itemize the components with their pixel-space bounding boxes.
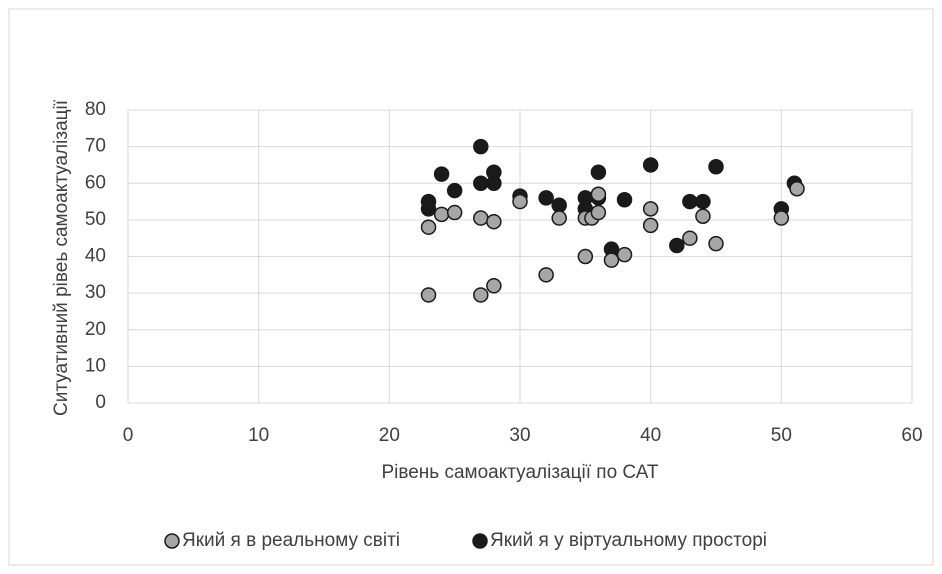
scatter-point bbox=[695, 193, 711, 210]
legend-label: Який я у віртуальному просторі bbox=[490, 530, 767, 551]
scatter-point bbox=[682, 193, 698, 210]
x-tick-label: 40 bbox=[640, 425, 661, 446]
scatter-point bbox=[590, 204, 607, 221]
scatter-point bbox=[420, 201, 437, 217]
scatter-point bbox=[420, 219, 437, 235]
y-tick-label: 20 bbox=[85, 319, 106, 340]
y-tick-label: 50 bbox=[85, 209, 106, 230]
scatter-point bbox=[433, 166, 450, 182]
x-tick-label: 60 bbox=[901, 425, 922, 446]
y-tick-label: 40 bbox=[85, 246, 106, 267]
x-tick-label: 20 bbox=[379, 425, 400, 446]
scatter-point bbox=[642, 201, 659, 217]
scatter-point bbox=[486, 175, 502, 191]
scatter-point bbox=[773, 210, 790, 226]
scatter-point bbox=[486, 278, 502, 294]
scatter-point bbox=[473, 287, 489, 303]
x-tick-label: 10 bbox=[248, 425, 269, 446]
y-tick-label: 30 bbox=[85, 282, 106, 303]
y-tick-label: 70 bbox=[85, 136, 106, 157]
scatter-point bbox=[590, 164, 607, 181]
legend-marker bbox=[472, 533, 488, 549]
scatter-point bbox=[695, 208, 711, 224]
legend-label: Який я в реальному світі bbox=[182, 530, 400, 551]
scatter-point bbox=[538, 267, 554, 283]
y-tick-label: 60 bbox=[85, 172, 106, 193]
scatter-point bbox=[642, 217, 659, 234]
scatter-point bbox=[551, 210, 567, 226]
legend-marker bbox=[164, 533, 180, 549]
scatter-point bbox=[669, 237, 685, 254]
chart-frame bbox=[8, 8, 934, 566]
scatter-point bbox=[433, 206, 450, 223]
y-tick-label: 10 bbox=[85, 355, 106, 376]
y-axis-label: Ситуативний рівеь самоактуалізації bbox=[51, 99, 72, 416]
scatter-point bbox=[446, 182, 463, 199]
y-tick-label: 0 bbox=[95, 392, 106, 413]
scatter-point bbox=[682, 230, 698, 246]
scatter-point bbox=[446, 204, 463, 221]
y-tick-label: 80 bbox=[85, 99, 106, 120]
scatter-point bbox=[538, 190, 554, 206]
scatter-point bbox=[486, 213, 502, 230]
x-axis-label: Рівень самоактуалізації по САТ bbox=[381, 462, 658, 483]
scatter-point bbox=[603, 252, 620, 268]
scatter-point bbox=[590, 186, 607, 202]
scatter-point bbox=[708, 159, 724, 175]
x-tick-label: 30 bbox=[509, 425, 530, 446]
x-tick-label: 50 bbox=[771, 425, 792, 446]
scatter-point bbox=[616, 191, 633, 208]
scatter-point bbox=[708, 235, 724, 252]
scatter-point bbox=[642, 157, 659, 173]
scatter-point bbox=[420, 287, 437, 303]
scatter-point bbox=[473, 210, 489, 226]
scatter-point bbox=[616, 246, 633, 263]
scatter-point bbox=[512, 193, 528, 210]
scatter-point bbox=[789, 180, 805, 197]
scatter-point bbox=[551, 197, 567, 213]
scatter-point bbox=[473, 175, 489, 191]
scatter-point bbox=[577, 248, 594, 265]
x-tick-label: 0 bbox=[123, 425, 134, 446]
scatter-point bbox=[473, 138, 489, 155]
